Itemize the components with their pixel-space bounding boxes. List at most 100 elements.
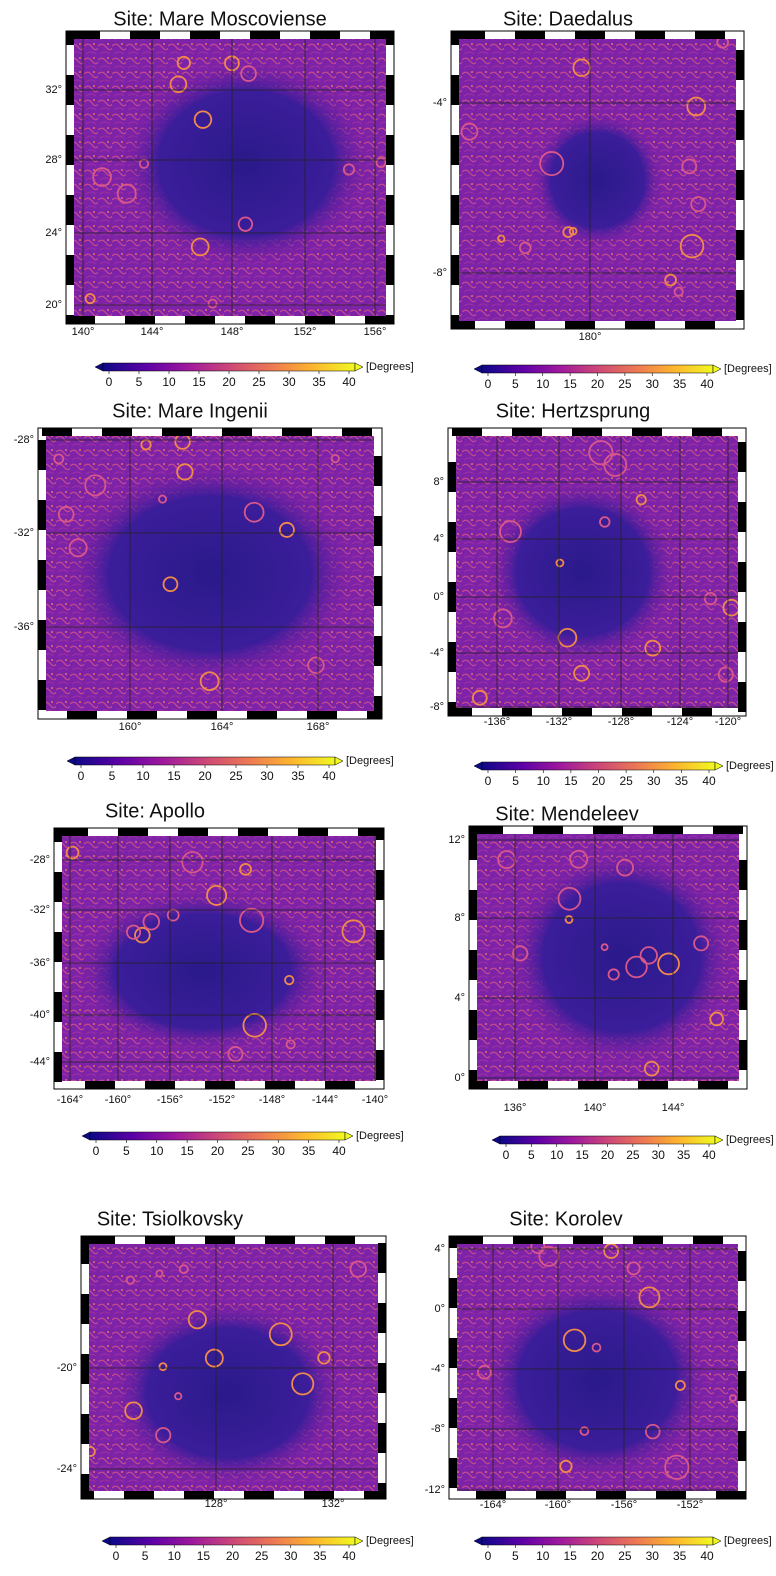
colorbar-label: 20 bbox=[591, 377, 605, 391]
colorbar bbox=[482, 365, 713, 373]
lon-label: -156° bbox=[157, 1094, 183, 1106]
colorbar bbox=[482, 762, 715, 770]
colorbar-label: 25 bbox=[255, 1549, 269, 1563]
basin-floor bbox=[66, 463, 354, 684]
lon-label: 180° bbox=[579, 331, 602, 343]
lat-label: -4° bbox=[433, 97, 447, 109]
colorbar-label: 15 bbox=[563, 1549, 577, 1563]
lon-label: 132° bbox=[322, 1498, 345, 1510]
colorbar-label: 15 bbox=[575, 1148, 589, 1162]
lat-label: 32° bbox=[45, 84, 62, 96]
colorbar-unit: [Degrees] bbox=[346, 755, 394, 767]
basin-floor bbox=[121, 60, 371, 267]
lon-label: 136° bbox=[504, 1102, 527, 1114]
colorbar-label: 35 bbox=[312, 375, 326, 389]
colorbar-label: 0 bbox=[93, 1144, 100, 1158]
lat-label: -44° bbox=[30, 1056, 50, 1068]
lat-label: -36° bbox=[14, 621, 34, 633]
colorbar-label: 30 bbox=[647, 774, 661, 788]
map-panel: Site: Mendeleev12°8°4°0°136°140°144°0510… bbox=[448, 803, 773, 1162]
colorbar-label: 30 bbox=[272, 1144, 286, 1158]
colorbar-label: 5 bbox=[123, 1144, 130, 1158]
lon-label: -164° bbox=[480, 1499, 506, 1511]
map-panel: Site: Apollo-28°-32°-36°-40°-44°-164°-16… bbox=[30, 800, 404, 1158]
colorbar bbox=[75, 757, 335, 765]
colorbar-unit: [Degrees] bbox=[724, 1535, 772, 1547]
lat-label: 4° bbox=[434, 1243, 445, 1255]
lat-label: 4° bbox=[454, 992, 465, 1004]
colorbar-low bbox=[102, 1537, 110, 1545]
colorbar-high bbox=[715, 1136, 723, 1144]
panel-title: Site: Tsiolkovsky bbox=[97, 1208, 243, 1230]
lat-label: -8° bbox=[430, 701, 444, 713]
colorbar-label: 25 bbox=[626, 1148, 640, 1162]
panel-title: Site: Apollo bbox=[105, 800, 205, 822]
colorbar-label: 20 bbox=[592, 774, 606, 788]
colorbar-low bbox=[67, 757, 75, 765]
colorbar-high bbox=[345, 1132, 353, 1140]
colorbar-label: 35 bbox=[313, 1549, 327, 1563]
colorbar-label: 0 bbox=[106, 375, 113, 389]
panel-title: Site: Hertzsprung bbox=[496, 400, 651, 422]
colorbar-label: 30 bbox=[260, 769, 274, 783]
lon-label: -160° bbox=[545, 1499, 571, 1511]
lat-label: -24° bbox=[57, 1463, 77, 1475]
colorbar-label: 35 bbox=[291, 769, 305, 783]
colorbar-label: 40 bbox=[702, 774, 716, 788]
lon-label: -160° bbox=[105, 1094, 131, 1106]
colorbar-label: 15 bbox=[564, 774, 578, 788]
lon-label: 156° bbox=[364, 326, 387, 338]
colorbar-label: 40 bbox=[700, 377, 714, 391]
lat-label: -28° bbox=[30, 854, 50, 866]
colorbar-label: 25 bbox=[252, 375, 266, 389]
colorbar-high bbox=[713, 1537, 721, 1545]
lat-label: -32° bbox=[14, 527, 34, 539]
lon-label: -140° bbox=[362, 1094, 388, 1106]
colorbar-label: 10 bbox=[537, 774, 551, 788]
colorbar-label: 40 bbox=[342, 1549, 356, 1563]
colorbar-label: 30 bbox=[646, 1549, 660, 1563]
map-panel: Site: Korolev4°0°-4°-8°-12°-164°-160°-15… bbox=[425, 1208, 772, 1563]
colorbar-label: 25 bbox=[619, 774, 633, 788]
lat-label: -40° bbox=[30, 1009, 50, 1021]
colorbar-label: 20 bbox=[591, 1549, 605, 1563]
lon-label: -152° bbox=[209, 1094, 235, 1106]
colorbar-label: 5 bbox=[512, 1549, 519, 1563]
colorbar-label: 30 bbox=[282, 375, 296, 389]
colorbar-label: 10 bbox=[536, 1549, 550, 1563]
lon-label: -128° bbox=[608, 716, 634, 728]
colorbar-label: 20 bbox=[222, 375, 236, 389]
lat-label: -12° bbox=[425, 1484, 445, 1496]
colorbar-label: 0 bbox=[485, 1549, 492, 1563]
colorbar-unit: [Degrees] bbox=[724, 363, 772, 375]
colorbar bbox=[90, 1132, 345, 1140]
lon-label: 144° bbox=[141, 326, 164, 338]
colorbar-label: 25 bbox=[618, 1549, 632, 1563]
colorbar-label: 20 bbox=[198, 769, 212, 783]
basin-floor bbox=[77, 889, 328, 1053]
colorbar-label: 0 bbox=[503, 1148, 510, 1162]
lon-label: 140° bbox=[584, 1102, 607, 1114]
colorbar-label: 10 bbox=[150, 1144, 164, 1158]
colorbar-label: 25 bbox=[229, 769, 243, 783]
colorbar bbox=[110, 1537, 355, 1545]
colorbar-label: 35 bbox=[677, 1148, 691, 1162]
lon-label: -136° bbox=[484, 716, 510, 728]
panel-title: Site: Korolev bbox=[509, 1208, 622, 1230]
panel-title: Site: Mare Moscoviense bbox=[113, 8, 326, 30]
colorbar-label: 5 bbox=[528, 1148, 535, 1162]
panel-title: Site: Mare Ingenii bbox=[112, 400, 268, 422]
colorbar-label: 0 bbox=[485, 377, 492, 391]
basin-floor bbox=[509, 851, 734, 1063]
lon-label: -148° bbox=[259, 1094, 285, 1106]
colorbar bbox=[500, 1136, 715, 1144]
lat-label: 8° bbox=[433, 476, 444, 488]
map-panel: Site: Mare Ingenii-28°-32°-36°160°164°16… bbox=[14, 400, 394, 783]
colorbar-label: 25 bbox=[618, 377, 632, 391]
lat-label: -20° bbox=[57, 1362, 77, 1374]
colorbar-high bbox=[715, 762, 723, 770]
lon-label: 160° bbox=[119, 721, 142, 733]
colorbar-high bbox=[713, 365, 721, 373]
lat-label: 0° bbox=[433, 591, 444, 603]
lat-label: -4° bbox=[431, 1363, 445, 1375]
